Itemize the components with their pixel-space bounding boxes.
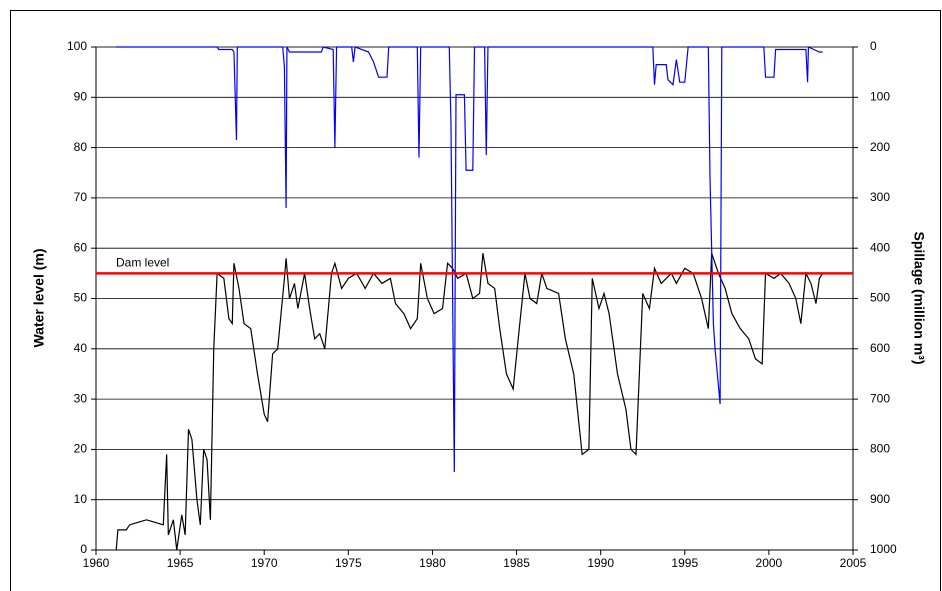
x-tick-label: 1985 bbox=[503, 556, 530, 570]
x-tick-label: 1965 bbox=[167, 556, 194, 570]
x-tick-label: 1995 bbox=[671, 556, 698, 570]
y2-tick-label: 400 bbox=[870, 240, 890, 254]
y-tick-label: 90 bbox=[74, 89, 88, 103]
y-tick-label: 80 bbox=[74, 140, 88, 154]
dam-level-label: Dam level bbox=[116, 256, 169, 270]
y2-tick-label: 1000 bbox=[870, 542, 897, 556]
y2-tick-label: 900 bbox=[870, 492, 890, 506]
x-tick-label: 1960 bbox=[83, 556, 110, 570]
y-tick-label: 60 bbox=[74, 240, 88, 254]
x-tick-label: 1990 bbox=[587, 556, 614, 570]
y2-tick-label: 100 bbox=[870, 89, 890, 103]
y-tick-label: 50 bbox=[74, 291, 88, 305]
x-tick-label: 2005 bbox=[840, 556, 867, 570]
y-tick-label: 40 bbox=[74, 341, 88, 355]
y-tick-label: 70 bbox=[74, 190, 88, 204]
y2-tick-label: 500 bbox=[870, 291, 890, 305]
data-line bbox=[115, 253, 824, 551]
y-tick-label: 20 bbox=[74, 442, 88, 456]
y-tick-label: 0 bbox=[80, 542, 87, 556]
y-tick-label: 10 bbox=[74, 492, 88, 506]
y2-tick-label: 700 bbox=[870, 391, 890, 405]
y2-tick-label: 300 bbox=[870, 190, 890, 204]
y-tick-label: 100 bbox=[67, 39, 87, 53]
y2-tick-label: 800 bbox=[870, 442, 890, 456]
y-axis-title: Water level (m) bbox=[31, 248, 47, 347]
y2-tick-label: 200 bbox=[870, 140, 890, 154]
y-tick-label: 30 bbox=[74, 391, 88, 405]
frame bbox=[10, 10, 941, 591]
x-tick-label: 1970 bbox=[251, 556, 278, 570]
y2-tick-label: 600 bbox=[870, 341, 890, 355]
x-tick-label: 2000 bbox=[756, 556, 783, 570]
y2-axis-title: Spillage (million m³) bbox=[911, 231, 927, 364]
data-line bbox=[116, 46, 823, 473]
x-tick-label: 1975 bbox=[335, 556, 362, 570]
x-tick-label: 1980 bbox=[419, 556, 446, 570]
y2-tick-label: 0 bbox=[870, 39, 877, 53]
